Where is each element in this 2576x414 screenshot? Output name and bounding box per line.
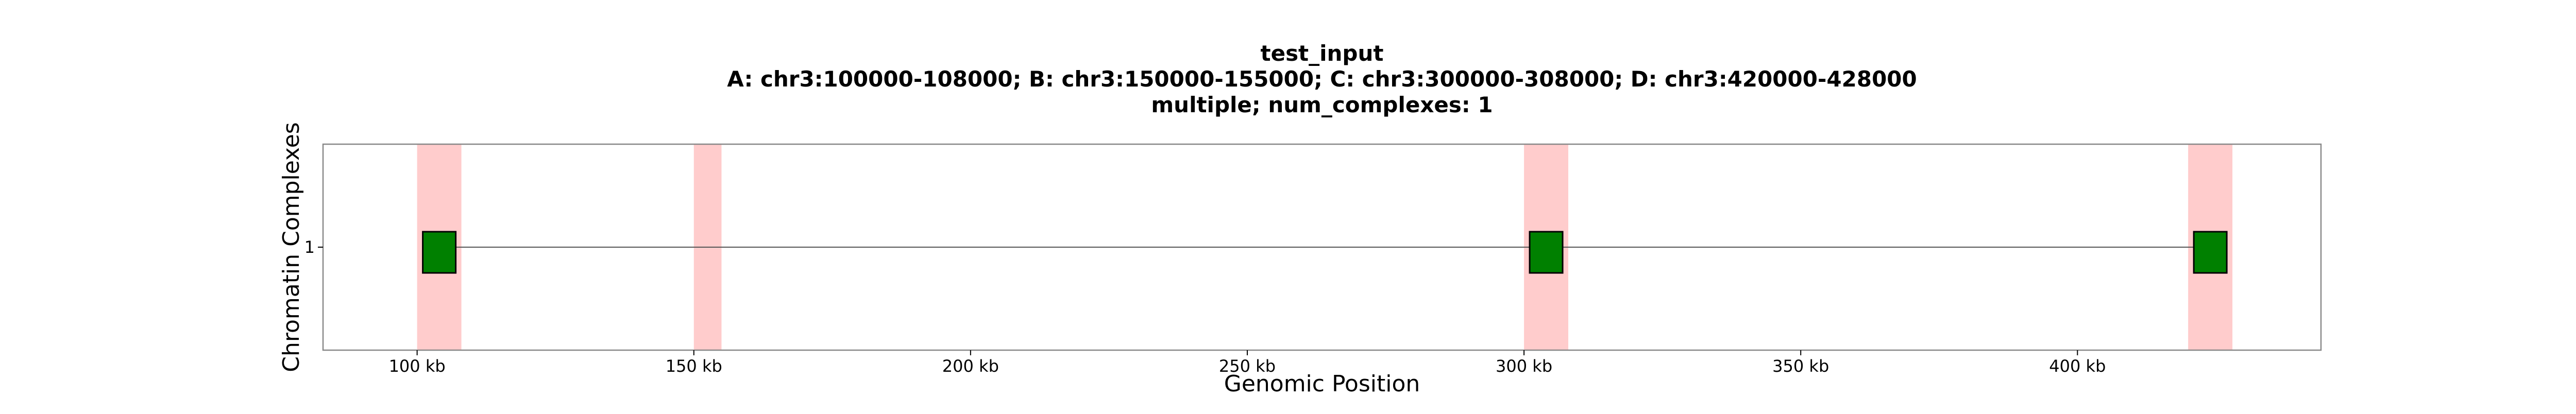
fragment-marker — [423, 232, 456, 273]
title-line-2: A: chr3:100000-108000; B: chr3:150000-15… — [727, 66, 1917, 92]
x-tick-label: 200 kb — [942, 356, 999, 376]
title-line-3: multiple; num_complexes: 1 — [1151, 92, 1493, 117]
y-axis-ticks: 1 — [304, 237, 323, 257]
x-axis-label: Genomic Position — [1224, 371, 1420, 397]
x-tick-label: 150 kb — [666, 356, 722, 376]
y-axis-label: Chromatin Complexes — [278, 122, 304, 372]
fragments — [423, 232, 2227, 273]
x-tick-label: 350 kb — [1772, 356, 1829, 376]
x-tick-label: 400 kb — [2049, 356, 2106, 376]
x-tick-label: 100 kb — [389, 356, 446, 376]
fragment-marker — [2194, 232, 2227, 273]
y-tick-label: 1 — [304, 237, 315, 257]
title-line-1: test_input — [1261, 41, 1384, 66]
fragment-marker — [1530, 232, 1563, 273]
x-tick-label: 300 kb — [1496, 356, 1552, 376]
